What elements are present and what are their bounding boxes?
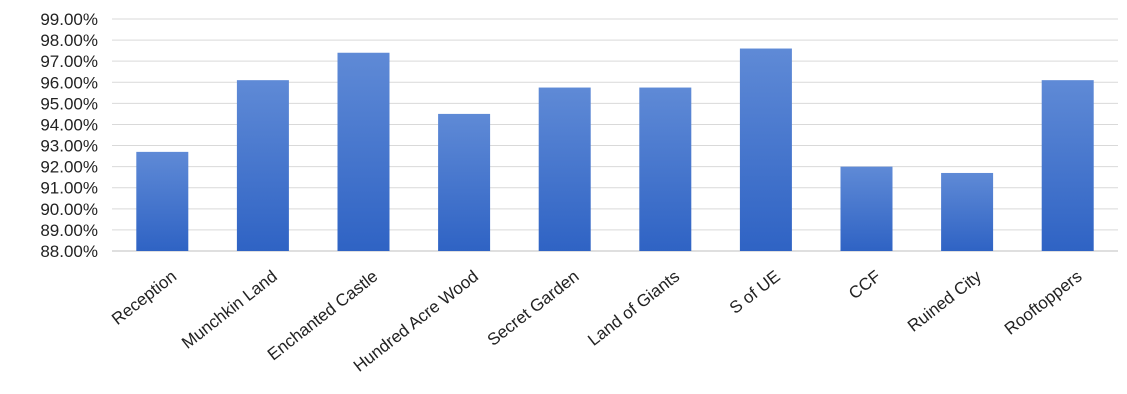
y-tick-label: 89.00% [40, 221, 98, 240]
y-tick-label: 91.00% [40, 179, 98, 198]
y-tick-label: 94.00% [40, 115, 98, 134]
y-axis-ticks: 88.00% 89.00% 90.00% 91.00% 92.00% 93.00% 94.0… [40, 10, 98, 261]
x-category-label: Secret Garden [484, 267, 583, 350]
y-tick-label: 90.00% [40, 200, 98, 219]
bar [136, 151, 189, 251]
y-tick-label: 96.00% [40, 73, 98, 92]
y-tick-label: 93.00% [40, 137, 98, 156]
x-category-label: Land of Giants [584, 267, 683, 350]
bar [639, 87, 692, 251]
y-tick-label: 95.00% [40, 94, 98, 113]
bar [538, 87, 591, 251]
bar [337, 52, 390, 251]
x-category-label: Ruined City [904, 266, 985, 335]
y-tick-label: 99.00% [40, 10, 98, 29]
y-tick-label: 88.00% [40, 242, 98, 261]
bar [1041, 80, 1094, 251]
bar [236, 80, 289, 251]
bar [941, 172, 994, 251]
y-tick-label: 98.00% [40, 31, 98, 50]
x-category-label: CCF [845, 267, 884, 303]
x-category-label: Munchkin Land [178, 267, 281, 353]
bar [739, 48, 792, 252]
x-category-label: Reception [108, 267, 180, 329]
bar [840, 166, 893, 251]
x-category-label: S of UE [726, 267, 784, 318]
y-tick-label: 97.00% [40, 52, 98, 71]
bar [438, 113, 491, 251]
x-category-label: Rooftoppers [1001, 267, 1086, 339]
bars [136, 48, 1094, 252]
y-tick-label: 92.00% [40, 158, 98, 177]
